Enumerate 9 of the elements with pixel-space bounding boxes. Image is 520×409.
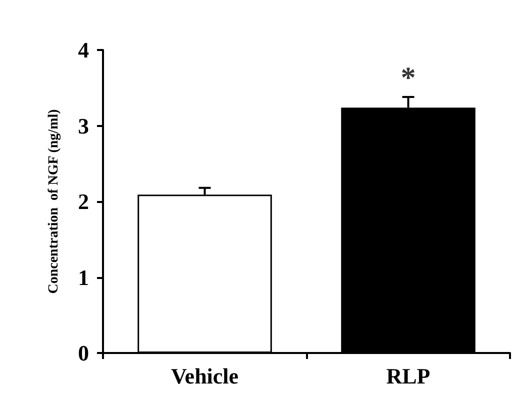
y-tick-label: 1 [78, 264, 89, 290]
annotation: * [400, 61, 416, 94]
x-tick-label: RLP [386, 364, 430, 388]
x-tick-label: Vehicle [170, 364, 239, 388]
y-tick-label: 4 [78, 38, 89, 62]
y-tick-label: 0 [78, 340, 89, 366]
y-tick-label: 3 [78, 113, 89, 138]
y-tick-label: 2 [78, 189, 89, 214]
y-axis-title: Concentration of NGF (ng/ml) [46, 108, 62, 294]
